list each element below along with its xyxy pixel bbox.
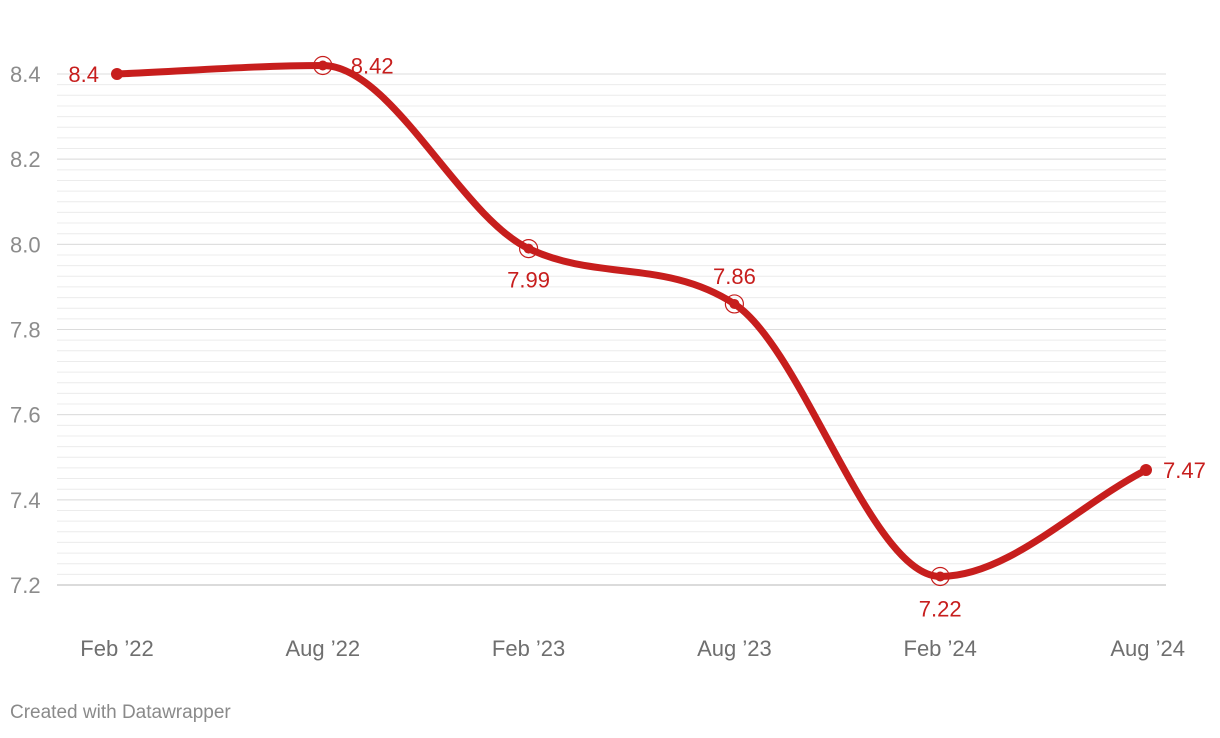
y-axis: 7.2 7.4 7.6 7.8 8.0 8.2 8.4 — [10, 62, 41, 598]
y-tick-label: 8.0 — [10, 232, 41, 257]
data-label: 7.22 — [919, 596, 962, 621]
gridlines — [57, 73, 1166, 586]
y-tick-label: 7.4 — [10, 488, 41, 513]
markers — [111, 55, 1152, 587]
data-label: 7.99 — [507, 268, 550, 293]
credit-text: Created with Datawrapper — [10, 702, 231, 723]
x-axis: Feb ’22 Aug ’22 Feb ’23 Aug ’23 Feb ’24 Aug ’… — [80, 636, 1185, 661]
data-point — [1140, 464, 1152, 477]
y-tick-label: 7.2 — [10, 573, 41, 598]
x-tick-label: Feb ’22 — [80, 636, 153, 661]
data-label: 7.47 — [1163, 458, 1206, 483]
data-point-ring — [518, 238, 539, 259]
y-tick-label: 7.8 — [10, 318, 41, 343]
data-point — [523, 243, 534, 254]
y-tick-label: 7.6 — [10, 403, 41, 428]
x-tick-label: Aug ’24 — [1110, 636, 1185, 661]
data-labels: 8.4 8.42 7.99 7.86 7.22 7.47 — [68, 53, 1205, 621]
data-point-ring — [313, 55, 333, 76]
data-point — [317, 60, 328, 71]
data-label: 7.86 — [713, 264, 756, 289]
x-tick-label: Feb ’24 — [904, 636, 977, 661]
data-point — [935, 571, 946, 582]
data-point-ring — [930, 566, 950, 587]
data-label: 8.42 — [351, 53, 394, 78]
x-tick-label: Aug ’23 — [697, 636, 772, 661]
y-tick-label: 8.4 — [10, 62, 41, 87]
x-tick-label: Aug ’22 — [285, 636, 360, 661]
data-point-ring — [724, 294, 745, 314]
data-point — [729, 298, 740, 309]
x-tick-label: Feb ’23 — [492, 636, 565, 661]
data-label: 8.4 — [68, 62, 99, 87]
y-tick-label: 8.2 — [10, 147, 41, 172]
data-point — [111, 68, 123, 80]
